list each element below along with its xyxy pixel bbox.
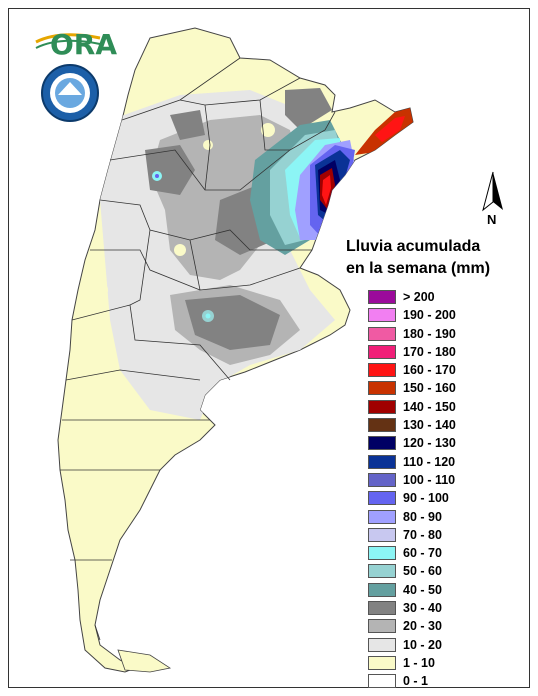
spot-light-1 <box>261 123 275 137</box>
zone-160-170 <box>322 175 331 205</box>
legend-swatch <box>368 637 396 652</box>
legend-label: 150 - 160 <box>403 381 456 396</box>
legend-swatch <box>368 674 396 689</box>
legend-label: 50 - 60 <box>403 564 442 579</box>
legend-swatch <box>368 363 396 378</box>
legend-swatch <box>368 491 396 506</box>
legend-swatch <box>368 290 396 304</box>
legend-label: 160 - 170 <box>403 363 456 378</box>
legend-swatch <box>368 436 396 451</box>
zone-30-40-c <box>185 295 280 350</box>
legend-label: 100 - 110 <box>403 472 456 487</box>
legend-label: 130 - 140 <box>403 418 456 433</box>
tierra-del-fuego <box>117 649 172 673</box>
legend-label: 0 - 1 <box>403 674 429 689</box>
legend-swatch <box>368 418 396 433</box>
legend-swatch <box>368 527 396 542</box>
legend-swatch <box>368 655 396 670</box>
zone-30-40-e <box>285 88 332 130</box>
legend-label: 10 - 20 <box>403 637 442 652</box>
legend-label: 40 - 50 <box>403 582 442 597</box>
legend-label: 1 - 10 <box>403 655 435 670</box>
legend-swatch <box>368 509 396 524</box>
legend-title-line1: Lluvia acumulada <box>346 238 481 255</box>
spot-cordoba-core <box>155 174 159 178</box>
legend-swatch <box>368 326 396 341</box>
zone-30-40-d <box>170 110 205 140</box>
spot-light-2 <box>203 140 213 150</box>
ora-logo-text: ORA <box>50 28 118 61</box>
legend-label: 180 - 190 <box>403 326 456 341</box>
rainfall-zones <box>92 88 413 420</box>
legend-label: 80 - 90 <box>403 509 442 524</box>
spot-light-4 <box>92 282 108 298</box>
north-label: N <box>487 212 497 227</box>
ora-logo-icon <box>35 33 101 49</box>
legend-label: 190 - 200 <box>403 308 456 323</box>
legend-label: 60 - 70 <box>403 546 442 561</box>
spot-light-3 <box>174 244 186 256</box>
legend-label: 120 - 130 <box>403 436 456 451</box>
legend-title-line2: en la semana (mm) <box>346 260 491 277</box>
zone-misiones-160-170 <box>375 116 405 142</box>
legend-swatch <box>368 399 396 414</box>
legend-swatch <box>368 454 396 469</box>
legend-label: 170 - 180 <box>403 344 456 359</box>
legend-swatch <box>368 344 396 359</box>
legend-swatch <box>368 564 396 579</box>
north-arrow-icon <box>482 171 503 212</box>
legend-label: 90 - 100 <box>403 491 449 506</box>
legend-label: 110 - 120 <box>403 454 456 469</box>
legend-swatch <box>368 308 396 323</box>
province-borders <box>60 57 336 641</box>
legend-label: 140 - 150 <box>403 399 456 414</box>
legend-label: 70 - 80 <box>403 527 442 542</box>
legend-swatch <box>368 582 396 597</box>
spot-pampa-core <box>205 313 211 319</box>
legend-swatch <box>368 619 396 634</box>
legend-title: Lluvia acumulada en la semana (mm) <box>346 236 490 280</box>
legend-label: 30 - 40 <box>403 601 442 616</box>
zone-30-40 <box>145 145 195 195</box>
legend-swatch <box>368 472 396 487</box>
legend-swatch <box>368 546 396 561</box>
legend-swatch <box>368 601 396 616</box>
legend-label: > 200 <box>403 290 435 304</box>
legend-swatch <box>368 381 396 396</box>
ministry-seal-icon <box>41 64 99 122</box>
legend-label: 20 - 30 <box>403 619 442 634</box>
